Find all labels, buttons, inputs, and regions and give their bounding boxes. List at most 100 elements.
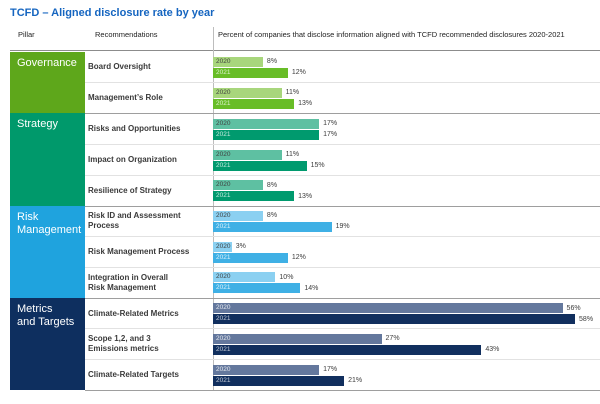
bar-2021: 2021 bbox=[213, 191, 295, 202]
chart-title: TCFD – Aligned disclosure rate by year bbox=[10, 7, 215, 19]
bar-line-2021: 2021 12% bbox=[213, 67, 600, 78]
bar-value-label: 17% bbox=[323, 120, 338, 128]
bar-year-label: 2021 bbox=[216, 222, 231, 230]
bar-year-label: 2020 bbox=[216, 211, 231, 219]
bar-value-label: 17% bbox=[323, 131, 338, 139]
pillar-block-metrics-and-targets: Metrics and Targets bbox=[10, 297, 85, 390]
bar-value-label: 8% bbox=[266, 212, 278, 220]
pillar-block-risk-management: Risk Management bbox=[10, 205, 85, 298]
bar-2020: 2020 bbox=[213, 210, 263, 221]
bar-group: 2020 8% 2021 19% bbox=[213, 210, 600, 232]
bar-line-2020: 2020 8% bbox=[213, 56, 600, 67]
column-header-pillar: Pillar bbox=[18, 30, 35, 39]
header-divider-line bbox=[10, 50, 600, 51]
pillar-section-risk-management: Risk Management Risk ID and Assessment Pr… bbox=[10, 205, 600, 298]
pillar-block-governance: Governance bbox=[10, 52, 85, 114]
recommendation-row-climate-related-targets: Climate-Related Targets 2020 17% 2021 21% bbox=[85, 359, 600, 390]
bar-line-2020: 2020 3% bbox=[213, 241, 600, 252]
bar-line-2020: 2020 27% bbox=[213, 333, 600, 344]
recommendation-label: Risk ID and Assessment Process bbox=[88, 211, 181, 231]
section-rows: Climate-Related Metrics 2020 56% 2021 58% Sco… bbox=[85, 297, 600, 390]
bar-line-2020: 2020 17% bbox=[213, 118, 600, 129]
pillar-section-governance: Governance Board Oversight 2020 8% 2021 12% Ma… bbox=[10, 52, 600, 114]
bar-year-label: 2021 bbox=[216, 345, 231, 353]
bar-value-label: 17% bbox=[323, 366, 338, 374]
recommendation-row-risk-id-and-assessment-process: Risk ID and Assessment Process 2020 8% 2021… bbox=[85, 207, 600, 237]
section-rows: Board Oversight 2020 8% 2021 12% Management’s… bbox=[85, 52, 600, 113]
bar-2021: 2021 bbox=[213, 314, 576, 325]
bar-value-label: 3% bbox=[235, 243, 246, 251]
bar-value-label: 21% bbox=[348, 377, 363, 385]
bar-year-label: 2021 bbox=[216, 68, 231, 76]
bar-year-label: 2021 bbox=[216, 192, 231, 200]
bar-value-label: 27% bbox=[385, 335, 400, 343]
bar-2021: 2021 bbox=[213, 129, 320, 140]
table-bottom-border bbox=[85, 390, 600, 391]
bar-line-2021: 2021 17% bbox=[213, 129, 600, 140]
bar-2021: 2021 bbox=[213, 375, 345, 386]
bar-2020: 2020 bbox=[213, 303, 563, 314]
bar-year-label: 2020 bbox=[216, 365, 231, 373]
bar-year-label: 2021 bbox=[216, 315, 231, 323]
bar-year-label: 2021 bbox=[216, 284, 231, 292]
bar-year-label: 2021 bbox=[216, 376, 231, 384]
bar-line-2021: 2021 19% bbox=[213, 221, 600, 232]
recommendation-label: Impact on Organization bbox=[88, 155, 177, 165]
bar-2021: 2021 bbox=[213, 160, 307, 171]
bar-2020: 2020 bbox=[213, 241, 232, 252]
bar-2021: 2021 bbox=[213, 344, 482, 355]
bar-value-label: 56% bbox=[566, 304, 581, 312]
column-header-percent: Percent of companies that disclose infor… bbox=[218, 30, 565, 39]
chart-table: Governance Board Oversight 2020 8% 2021 12% Ma… bbox=[10, 52, 600, 390]
bar-2021: 2021 bbox=[213, 283, 301, 294]
bar-value-label: 12% bbox=[291, 254, 306, 262]
bar-2021: 2021 bbox=[213, 98, 295, 109]
recommendation-label: Integration in Overall Risk Management bbox=[88, 272, 169, 292]
recommendation-row-management-s-role: Management’s Role 2020 11% 2021 13% bbox=[85, 82, 600, 113]
bar-2020: 2020 bbox=[213, 180, 263, 191]
recommendation-label: Board Oversight bbox=[88, 62, 151, 72]
bar-group: 2020 8% 2021 12% bbox=[213, 56, 600, 78]
bar-line-2020: 2020 56% bbox=[213, 303, 600, 314]
recommendation-row-impact-on-organization: Impact on Organization 2020 11% 2021 15% bbox=[85, 144, 600, 175]
pillar-section-strategy: Strategy Risks and Opportunities 2020 17% 20… bbox=[10, 113, 600, 206]
bar-2020: 2020 bbox=[213, 87, 282, 98]
column-header-recommendations: Recommendations bbox=[95, 30, 158, 39]
bar-line-2020: 2020 17% bbox=[213, 364, 600, 375]
bar-line-2021: 2021 13% bbox=[213, 191, 600, 202]
pillar-block-strategy: Strategy bbox=[10, 113, 85, 206]
bar-year-label: 2021 bbox=[216, 130, 231, 138]
section-rows: Risks and Opportunities 2020 17% 2021 17% Imp… bbox=[85, 113, 600, 205]
bar-value-label: 11% bbox=[285, 151, 300, 159]
recommendation-label: Climate-Related Targets bbox=[88, 370, 179, 380]
bar-group: 2020 10% 2021 14% bbox=[213, 272, 600, 294]
bar-line-2020: 2020 11% bbox=[213, 149, 600, 160]
bar-group: 2020 17% 2021 17% bbox=[213, 118, 600, 140]
bar-line-2020: 2020 8% bbox=[213, 180, 600, 191]
recommendation-row-climate-related-metrics: Climate-Related Metrics 2020 56% 2021 58% bbox=[85, 299, 600, 329]
bar-year-label: 2020 bbox=[216, 242, 231, 250]
bar-year-label: 2021 bbox=[216, 99, 231, 107]
bar-year-label: 2021 bbox=[216, 161, 231, 169]
bar-year-label: 2020 bbox=[216, 119, 231, 127]
bar-group: 2020 27% 2021 43% bbox=[213, 333, 600, 355]
recommendation-label: Resilience of Strategy bbox=[88, 185, 172, 195]
bar-group: 2020 11% 2021 15% bbox=[213, 149, 600, 171]
pillar-section-metrics-and-targets: Metrics and Targets Climate-Related Metri… bbox=[10, 297, 600, 390]
bar-value-label: 58% bbox=[579, 315, 594, 323]
recommendation-label: Climate-Related Metrics bbox=[88, 308, 179, 318]
bar-value-label: 11% bbox=[285, 89, 300, 97]
recommendation-row-integration-in-overall-risk-management: Integration in Overall Risk Management 20… bbox=[85, 267, 600, 298]
bar-line-2021: 2021 21% bbox=[213, 375, 600, 386]
bar-group: 2020 3% 2021 12% bbox=[213, 241, 600, 263]
chart-column-divider-line bbox=[213, 27, 214, 390]
bar-line-2021: 2021 15% bbox=[213, 160, 600, 171]
bar-line-2021: 2021 14% bbox=[213, 283, 600, 294]
recommendation-row-resilience-of-strategy: Resilience of Strategy 2020 8% 2021 13% bbox=[85, 174, 600, 206]
bar-line-2021: 2021 43% bbox=[213, 344, 600, 355]
bar-line-2021: 2021 58% bbox=[213, 314, 600, 325]
recommendation-label: Scope 1,2, and 3 Emissions metrics bbox=[88, 334, 159, 354]
bar-2020: 2020 bbox=[213, 333, 382, 344]
bar-2020: 2020 bbox=[213, 149, 282, 160]
